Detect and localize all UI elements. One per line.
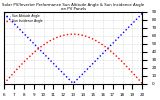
Title: Solar PV/Inverter Performance Sun Altitude Angle & Sun Incidence Angle on PV Pan: Solar PV/Inverter Performance Sun Altitu… (2, 3, 144, 11)
Legend: Sun Altitude Angle, Sun Incidence Angle: Sun Altitude Angle, Sun Incidence Angle (6, 13, 44, 23)
